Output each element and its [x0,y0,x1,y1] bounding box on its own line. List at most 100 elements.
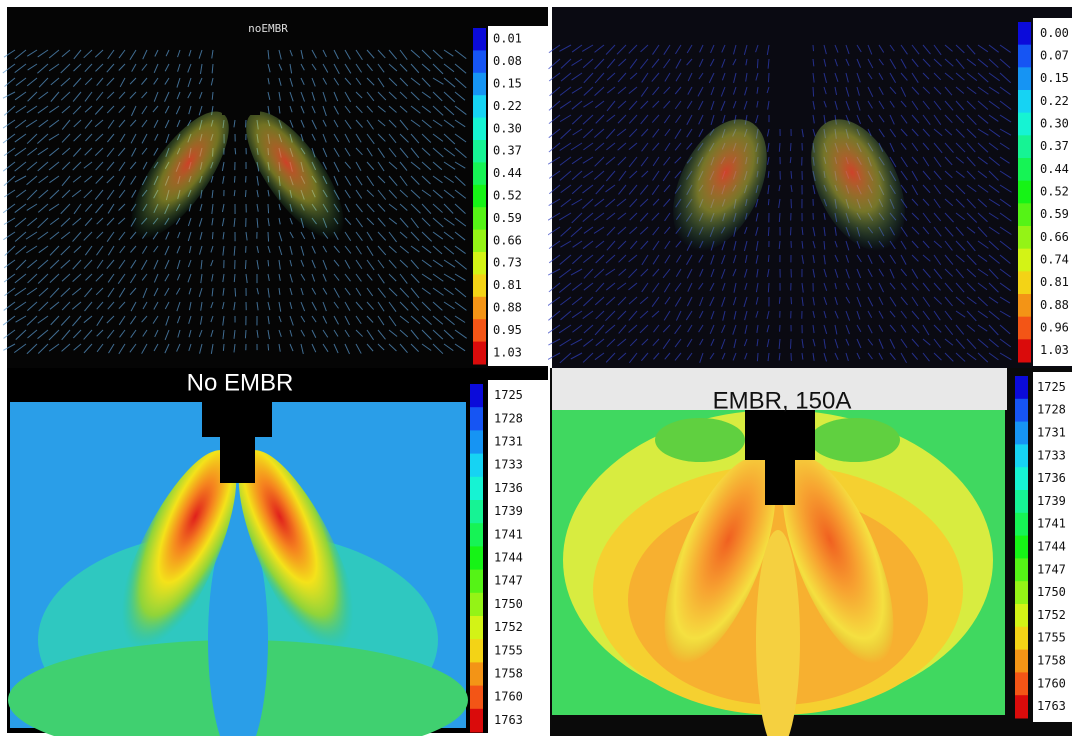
panel-title: noEMBR [248,22,288,35]
colorbar-swatch [1015,627,1028,650]
colorbar-label: 0.95 [493,323,522,337]
colorbar-label: 1760 [1037,676,1066,690]
colorbar-swatch [473,185,486,208]
vector [791,297,792,304]
colorbar-label: 1750 [494,597,523,611]
vector [235,288,236,297]
colorbar-swatch [1018,249,1031,272]
vector [813,87,814,97]
vector [790,339,791,349]
colorbar-swatch [1018,203,1031,226]
colorbar-label: 1736 [1037,471,1066,485]
colorbar-swatch [1018,158,1031,181]
vector [245,190,246,197]
colorbar-label: 1763 [1037,699,1066,713]
colorbar-label: 0.88 [493,301,522,315]
vector [768,73,769,82]
colorbar-label: 1752 [494,620,523,634]
colorbar-swatch [1015,695,1028,718]
colorbar-swatch [473,73,486,96]
colorbar-label: 0.88 [1040,298,1069,312]
colorbar-label: 1758 [1037,654,1066,668]
colorbar-label: 0.07 [1040,49,1069,63]
colorbar-label: 1731 [494,435,523,449]
colorbar-swatch [473,95,486,118]
colorbar-label: 1.03 [1040,343,1069,357]
colorbar-label: 0.44 [1040,162,1069,176]
colorbar-swatch [1018,226,1031,249]
colorbar-swatch [473,274,486,297]
nozzle [765,410,795,505]
colorbar-swatch [470,477,483,501]
colorbar-label: 0.30 [1040,117,1069,131]
colorbar-label: 1747 [494,574,523,588]
colorbar-swatch [1015,581,1028,604]
colorbar-swatch [1015,604,1028,627]
vector [779,297,780,304]
colorbar-label: 0.74 [1040,253,1069,267]
caption: EMBR, 150A [713,387,852,414]
colorbar-label: 0.30 [493,121,522,135]
colorbar-label: 0.15 [493,77,522,91]
colorbar-swatch [470,430,483,454]
vector [757,59,758,68]
colorbar-swatch [470,500,483,524]
colorbar-swatch [1018,317,1031,340]
colorbar-swatch [1015,672,1028,695]
vector [768,227,769,236]
colorbar-swatch [1015,513,1028,536]
colorbar-label: 0.37 [1040,139,1069,153]
colorbar-swatch [473,297,486,320]
colorbar-label: 0.52 [1040,185,1069,199]
colorbar-swatch [470,686,483,710]
colorbar-label: 1733 [494,458,523,472]
colorbar-label: 1760 [494,690,523,704]
vector [268,232,269,241]
colorbar-label: 0.66 [493,233,522,247]
region [655,418,745,462]
vector [245,330,246,338]
colorbar-swatch [470,454,483,478]
colorbar-swatch [1015,650,1028,673]
colorbar-label: 0.59 [1040,207,1069,221]
colorbar-label: 1755 [1037,631,1066,645]
colorbar-swatch [1018,271,1031,294]
colorbar-label: 0.52 [493,189,522,203]
colorbar-swatch [1018,113,1031,136]
colorbar-swatch [470,593,483,617]
colorbar-swatch [1018,294,1031,317]
colorbar-swatch [1018,339,1031,362]
colorbar-label: 0.08 [493,54,522,68]
colorbar-label: 1755 [494,643,523,657]
colorbar-swatch [1015,558,1028,581]
colorbar-label: 1725 [1037,380,1066,394]
colorbar-label: 1739 [1037,494,1066,508]
colorbar-swatch [1015,444,1028,467]
figure: noEMBR No EMBR EMBR, 150A 0.010.080.150.… [0,0,1072,736]
colorbar-label: 0.00 [1040,26,1069,40]
colorbar-label: 1744 [1037,540,1066,554]
colorbar-label: 0.15 [1040,71,1069,85]
colorbar-label: 0.22 [1040,94,1069,108]
colorbar-swatch [473,140,486,163]
vector [779,213,780,222]
colorbar-swatch [470,407,483,431]
colorbar-label: 0.81 [493,278,522,292]
vector [768,199,769,205]
colorbar-swatch [1015,399,1028,422]
colorbar-label: 0.81 [1040,275,1069,289]
colorbar-label: 1.03 [493,345,522,359]
colorbar-swatch [1018,22,1031,45]
panel-bg [552,7,1072,368]
vector [223,344,224,351]
colorbar-swatch [470,546,483,570]
vector [268,344,269,350]
colorbar-swatch [473,342,486,365]
region [810,418,900,462]
colorbar-swatch [1015,536,1028,559]
colorbar-label: 1728 [1037,403,1066,417]
colorbar-label: 0.66 [1040,230,1069,244]
colorbar-swatch [1018,135,1031,158]
colorbar-swatch [1015,467,1028,490]
colorbar-swatch [1018,90,1031,113]
